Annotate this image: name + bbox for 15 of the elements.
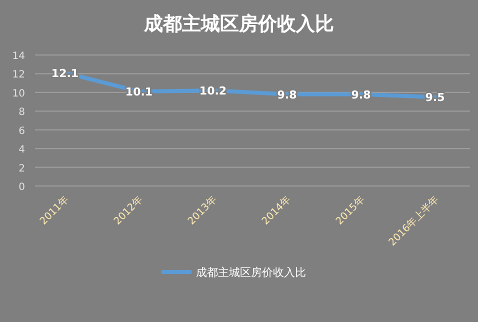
y-tick-label: 14 <box>12 51 25 62</box>
chart-title: 成都主城区房价收入比 <box>143 13 334 35</box>
data-label: 12.1 <box>51 66 79 80</box>
data-label: 9.8 <box>277 88 297 102</box>
y-tick-label: 0 <box>18 182 25 193</box>
y-tick-label: 8 <box>18 107 25 118</box>
data-label: 10.1 <box>125 85 153 98</box>
data-label: 9.8 <box>351 88 371 102</box>
y-tick-label: 4 <box>18 144 25 156</box>
legend-label: 成都主城区房价收入比 <box>196 266 306 279</box>
data-label: 10.2 <box>199 84 227 98</box>
y-tick-label: 6 <box>18 126 25 137</box>
y-tick-label: 12 <box>12 70 25 81</box>
y-tick-label: 2 <box>18 163 25 174</box>
y-tick-label: 10 <box>12 88 25 100</box>
